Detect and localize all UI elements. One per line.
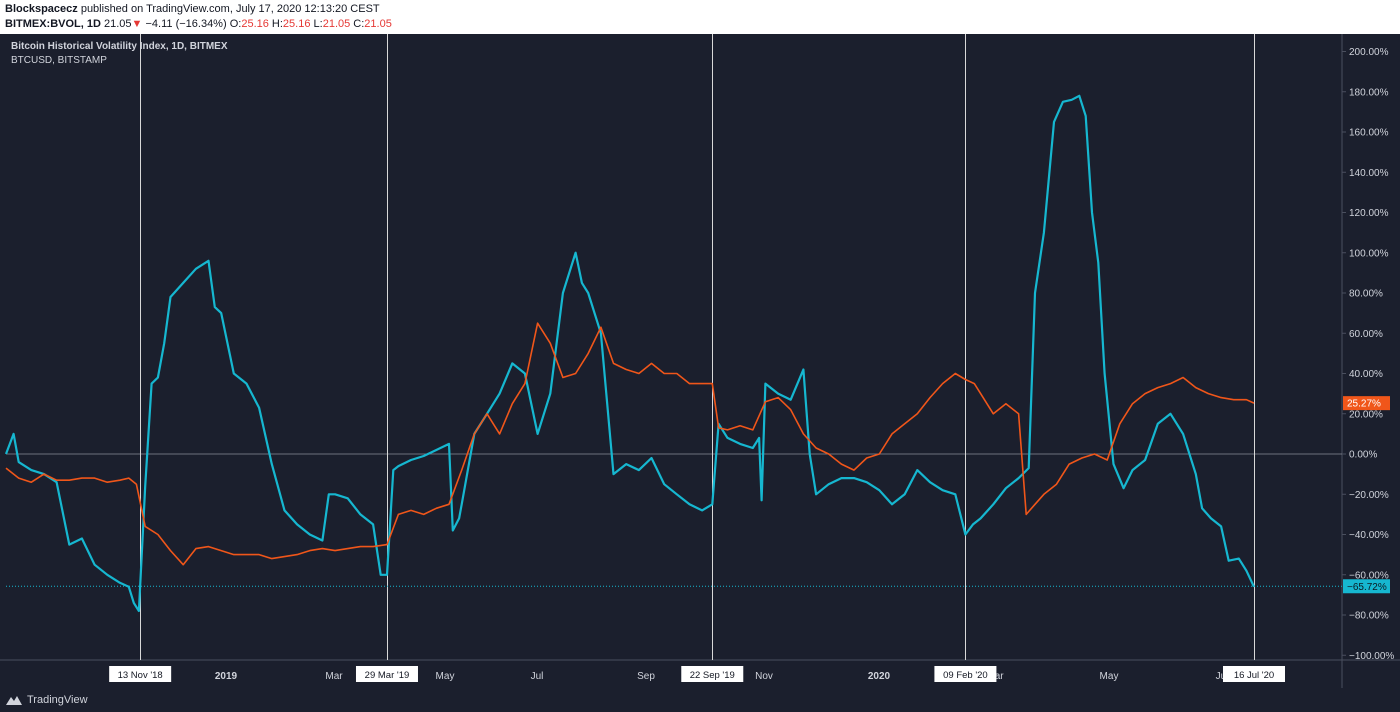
date-markers: 13 Nov '18 29 Mar '19 22 Sep '19 09 Feb '20… — [109, 666, 1285, 682]
symbol-label: BITMEX:BVOL, 1D — [5, 18, 101, 30]
y-tick-label: −20.00% — [1349, 490, 1389, 501]
high-label: H: — [271, 18, 283, 30]
chart-canvas[interactable]: 200.00% 180.00% 160.00% 140.00% 120.00% 100.0… — [0, 34, 1400, 688]
y-tick-label: −60.00% — [1349, 570, 1389, 581]
y-tick-label: −40.00% — [1349, 530, 1389, 541]
date-marker-label: 09 Feb '20 — [943, 670, 988, 681]
x-tick-label: Jul — [1216, 671, 1229, 682]
x-tick-label: Nov — [755, 671, 773, 682]
series-line-btcusd — [4, 94, 1255, 613]
price-change: −4.11 (−16.34%) — [145, 18, 227, 30]
y-axis[interactable]: 200.00% 180.00% 160.00% 140.00% 120.00% 100.0… — [1342, 47, 1394, 662]
date-marker-label: 16 Jul '20 — [1234, 670, 1274, 681]
open-value: 25.16 — [241, 18, 269, 30]
high-value: 25.16 — [282, 18, 311, 30]
x-tick-label: 2020 — [868, 671, 891, 682]
y-tick-label: 120.00% — [1349, 208, 1389, 219]
series-layer — [4, 94, 1342, 613]
price-badge-bg — [1343, 579, 1390, 594]
down-arrow-icon: ▼ — [131, 18, 143, 30]
low-label: L: — [313, 18, 323, 30]
date-marker-box — [109, 666, 172, 682]
y-tick-label: 200.00% — [1349, 47, 1389, 58]
low-value: 21.05 — [322, 18, 351, 30]
plot-lines — [0, 34, 1400, 688]
publication-header: Blockspacecz published on TradingView.co… — [0, 0, 1400, 34]
ohlc-line: BITMEX:BVOL, 1D 21.05▼ −4.11 (−16.34%) O… — [5, 18, 392, 30]
price-badge-bg — [1343, 396, 1390, 411]
publisher-name[interactable]: Blockspacecz — [5, 3, 78, 15]
date-marker-label: 22 Sep '19 — [690, 670, 735, 681]
price-badge-label: 25.27% — [1347, 399, 1381, 410]
x-tick-label: 2019 — [215, 671, 238, 682]
close-label: C: — [353, 18, 365, 30]
price-badge-label: −65.72% — [1347, 582, 1387, 593]
y-tick-label: 180.00% — [1349, 87, 1389, 98]
x-tick-label: Mar — [325, 671, 343, 682]
date-marker-label: 29 Mar '19 — [365, 670, 410, 681]
footer-bar: TradingView — [0, 688, 1400, 712]
last-price: 21.05 — [104, 18, 132, 30]
open-label: O: — [229, 18, 242, 30]
y-tick-label: 80.00% — [1349, 289, 1383, 300]
tradingview-logo-icon — [6, 696, 22, 705]
tradingview-brand: TradingView — [27, 694, 88, 706]
y-tick-label: −100.00% — [1349, 651, 1394, 662]
y-tick-label: 0.00% — [1349, 450, 1377, 461]
date-marker-box — [934, 666, 997, 682]
x-tick-label: May — [1100, 671, 1119, 682]
published-line: Blockspacecz published on TradingView.co… — [5, 3, 380, 15]
close-value: 21.05 — [364, 18, 392, 30]
date-marker-label: 13 Nov '18 — [118, 670, 163, 681]
tradingview-logo[interactable]: TradingView — [6, 693, 88, 707]
y-tick-label: 60.00% — [1349, 329, 1383, 340]
y-tick-label: 40.00% — [1349, 369, 1383, 380]
x-tick-label: Sep — [637, 671, 655, 682]
x-tick-label: Jul — [531, 671, 544, 682]
date-marker-box — [355, 666, 418, 682]
y-tick-label: −80.00% — [1349, 611, 1389, 622]
date-marker-box — [681, 666, 744, 682]
chart-panel[interactable]: 200.00% 180.00% 160.00% 140.00% 120.00% 100.0… — [0, 34, 1400, 688]
date-marker-box — [1223, 666, 1285, 682]
legend-title[interactable]: Bitcoin Historical Volatility Index, 1D,… — [11, 41, 228, 52]
y-tick-label: 140.00% — [1349, 168, 1389, 179]
y-tick-label: 100.00% — [1349, 248, 1389, 259]
x-tick-label: May — [436, 671, 455, 682]
series-line-bvol — [5, 322, 1255, 566]
price-badges: −65.72% 25.27% — [1343, 396, 1390, 594]
published-text: published on TradingView.com, July 17, 2… — [77, 3, 380, 15]
legend-subtitle[interactable]: BTCUSD, BITSTAMP — [11, 55, 107, 66]
y-tick-label: 20.00% — [1349, 409, 1383, 420]
y-tick-label: 160.00% — [1349, 128, 1389, 139]
